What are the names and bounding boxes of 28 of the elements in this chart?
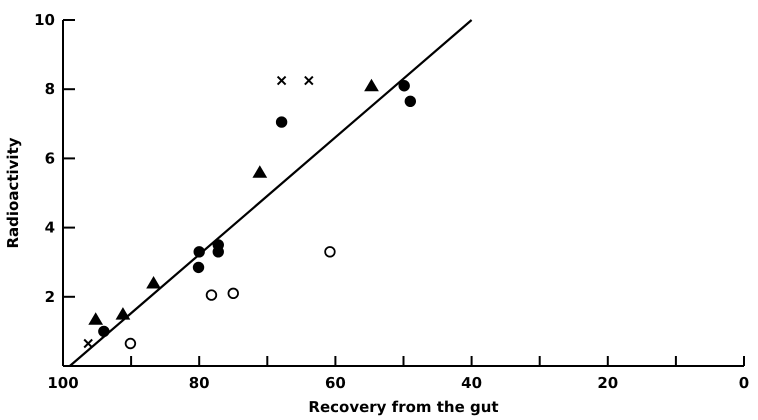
point [88, 312, 103, 325]
point [398, 80, 410, 92]
y-tick-label: 10 [34, 11, 55, 29]
x-tick-label: 20 [597, 374, 618, 392]
y-tick-label: 2 [44, 288, 55, 306]
x-tick-label: 0 [738, 374, 750, 392]
point [228, 288, 239, 300]
x-tick-label: 80 [188, 374, 210, 392]
point [404, 96, 416, 108]
y-axis-title: Radioactivity [4, 137, 22, 249]
x-tick-label: 40 [461, 374, 482, 392]
y-tick-label: 4 [44, 218, 55, 237]
point [124, 338, 136, 350]
point [252, 166, 267, 178]
x-tick-label: 60 [324, 374, 346, 392]
x-tick-label: 100 [47, 374, 79, 392]
y-tick-label: 8 [44, 80, 55, 98]
y-tick-label: 6 [44, 149, 55, 168]
point [146, 276, 161, 288]
point [324, 246, 336, 258]
point [304, 76, 314, 86]
point [276, 116, 288, 128]
point [364, 79, 378, 92]
x-axis-title: Recovery from the gut [308, 398, 499, 416]
point [276, 76, 287, 86]
point [206, 289, 218, 301]
point [192, 262, 204, 274]
point [83, 338, 94, 349]
